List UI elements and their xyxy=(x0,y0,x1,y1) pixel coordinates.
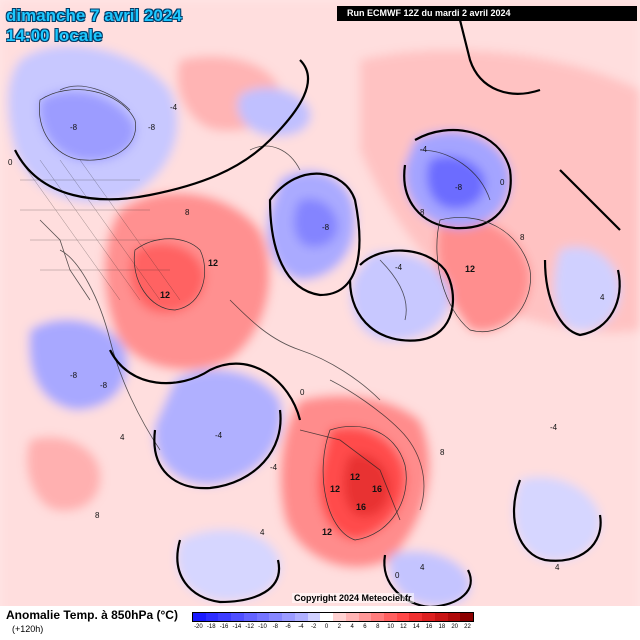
color-swatch xyxy=(371,613,385,621)
contour-value-label: 4 xyxy=(555,563,560,572)
color-swatch xyxy=(396,613,410,621)
contour-value-label: 16 xyxy=(372,484,382,494)
scale-tick-label: 20 xyxy=(451,624,458,630)
scale-tick-label: 2 xyxy=(337,624,342,630)
color-swatch xyxy=(231,613,244,621)
color-swatch xyxy=(434,613,448,621)
scale-tick-label: -12 xyxy=(245,624,254,630)
contour-value-label: 12 xyxy=(465,264,475,274)
contour-value-label: 0 xyxy=(8,158,13,167)
run-banner: Run ECMWF 12Z du mardi 2 avril 2024 xyxy=(337,6,637,21)
contour-value-label: -8 xyxy=(70,123,78,132)
scale-tick-label: 10 xyxy=(387,624,394,630)
color-swatch xyxy=(358,613,372,621)
scale-tick-label: -18 xyxy=(206,624,216,630)
color-swatch xyxy=(333,613,346,621)
zero-contours xyxy=(14,19,621,609)
scale-tick-label: 4 xyxy=(350,624,354,630)
scale-tick-label: -16 xyxy=(219,624,229,630)
contour-value-label: -4 xyxy=(270,463,278,472)
scale-tick-label: 6 xyxy=(363,624,367,630)
scale-tick-label: 22 xyxy=(464,624,471,630)
contour-value-label: -4 xyxy=(420,145,428,154)
contour-value-label: 12 xyxy=(322,527,332,537)
color-swatch xyxy=(193,613,206,621)
legend-bar: Anomalie Temp. à 850hPa (°C) (+120h) -20… xyxy=(0,606,640,640)
color-scale xyxy=(192,612,474,622)
copyright-text: Copyright 2024 Meteociel.fr xyxy=(292,593,414,603)
contour-value-label: 12 xyxy=(208,258,218,268)
scale-tick-label: 0 xyxy=(324,624,329,630)
color-swatch xyxy=(294,613,308,621)
contour-value-label: -4 xyxy=(170,103,178,112)
contour-value-labels: -8 -8 -8 -8 -8 -8 -4 -4 -4 -4 -4 -4 12 12 12 12 12 12 16 16… xyxy=(8,103,605,580)
color-swatch xyxy=(460,613,474,621)
color-scale-ticks: -20 -18 -16 -14 -12 -10 -8 -6 -4 -2 0 2 4 6 8 10 12 14 16 1… xyxy=(192,624,474,636)
scale-tick-label: 12 xyxy=(400,624,407,630)
scale-tick-label: -10 xyxy=(258,624,267,630)
forecast-time: 14:00 locale xyxy=(6,26,103,45)
scale-tick-label: -20 xyxy=(194,624,203,630)
contour-value-label: 8 xyxy=(440,448,445,457)
scale-tick-label: 16 xyxy=(425,624,433,630)
scale-tick-label: 18 xyxy=(438,624,446,630)
color-swatch xyxy=(345,613,359,621)
grid-lines xyxy=(19,159,181,301)
color-swatch xyxy=(282,613,295,621)
color-swatch xyxy=(218,613,232,621)
contour-value-label: 12 xyxy=(160,290,170,300)
contour-value-label: 0 xyxy=(300,388,305,397)
color-swatch xyxy=(269,613,283,621)
contour-value-label: -8 xyxy=(100,381,108,390)
contour-value-label: 8 xyxy=(95,511,100,520)
contour-value-label: 8 xyxy=(520,233,525,242)
contour-value-label: -8 xyxy=(70,371,78,380)
contour-value-label: -8 xyxy=(322,223,330,232)
scale-tick-label: 8 xyxy=(376,624,380,630)
color-swatch xyxy=(243,613,257,621)
contour-value-label: 12 xyxy=(330,484,340,494)
legend-title: Anomalie Temp. à 850hPa (°C) xyxy=(6,608,178,622)
contour-value-label: 4 xyxy=(600,293,605,302)
color-swatch xyxy=(409,613,423,621)
contour-value-label: 12 xyxy=(350,472,360,482)
forecast-date: dimanche 7 avril 2024 xyxy=(6,6,182,25)
scale-tick-label: 14 xyxy=(412,624,420,630)
color-swatch xyxy=(307,613,321,621)
anomaly-contours xyxy=(39,89,531,541)
contour-value-label: 4 xyxy=(420,563,425,572)
contour-value-label: -4 xyxy=(215,431,223,440)
coastlines xyxy=(39,85,491,521)
color-swatch xyxy=(320,613,334,621)
contour-value-label: 8 xyxy=(185,208,190,217)
contour-value-label: 0 xyxy=(395,571,400,580)
contour-value-label: -4 xyxy=(550,423,558,432)
contour-value-label: 4 xyxy=(120,433,125,442)
scale-tick-label: -6 xyxy=(285,624,291,630)
color-swatch xyxy=(205,613,219,621)
color-swatch xyxy=(384,613,397,621)
scale-tick-label: -8 xyxy=(272,624,278,630)
contour-value-label: -4 xyxy=(395,263,403,272)
scale-tick-label: -2 xyxy=(311,624,317,630)
scale-tick-label: -14 xyxy=(232,624,242,630)
contour-value-label: -8 xyxy=(148,123,156,132)
contour-value-label: 8 xyxy=(420,208,425,217)
contour-value-label: -8 xyxy=(455,183,463,192)
legend-subtitle: (+120h) xyxy=(12,624,44,634)
scale-tick-label: -4 xyxy=(298,624,304,630)
color-swatch xyxy=(256,613,270,621)
color-swatch xyxy=(422,613,435,621)
contour-value-label: 4 xyxy=(260,528,265,537)
color-swatch xyxy=(447,613,461,621)
contour-value-label: 16 xyxy=(356,502,366,512)
contour-value-label: 0 xyxy=(500,178,505,187)
